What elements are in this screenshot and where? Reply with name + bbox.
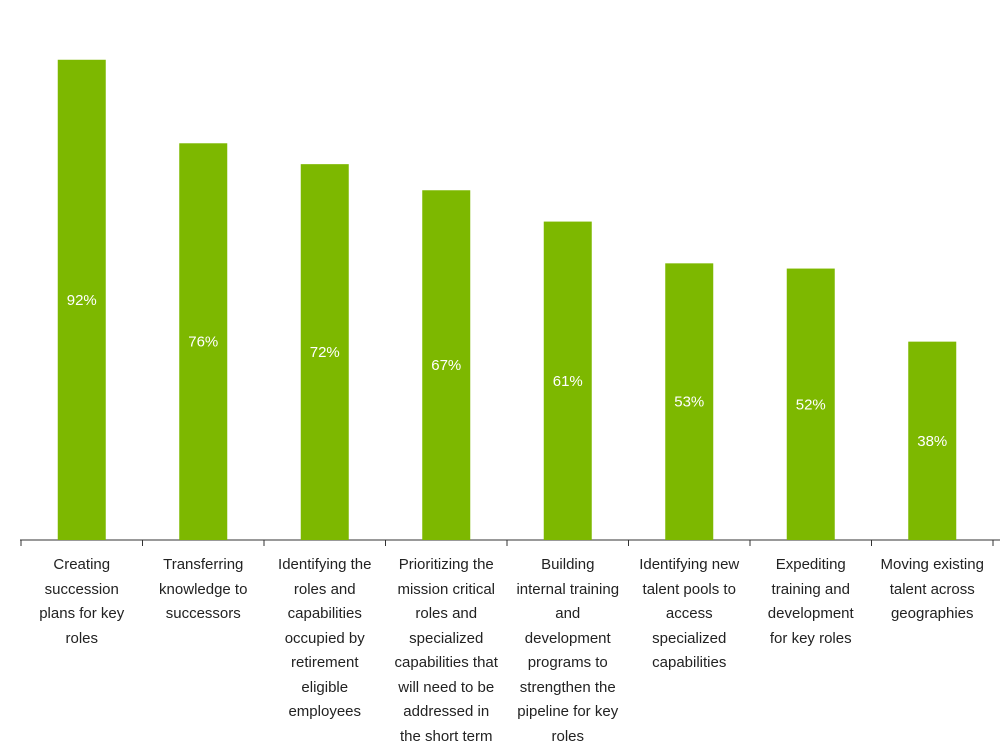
category-label-line: retirement	[290, 654, 359, 671]
bar	[908, 341, 957, 540]
category-label-line: will need to be	[398, 678, 495, 696]
category-label-line: capabilities	[652, 654, 727, 671]
category-label-line: specialized	[652, 629, 727, 647]
category-label-line: employees	[288, 703, 362, 720]
data-label: 38%	[917, 433, 947, 450]
category-label-line: plans for key	[39, 605, 125, 622]
category-label-line: Expediting	[775, 556, 846, 573]
data-label: 72%	[310, 344, 340, 361]
data-label: 76%	[188, 334, 218, 351]
category-label-line: the short term	[399, 727, 493, 745]
category-label: Moving existing talent across geographies	[872, 553, 992, 627]
category-label: Building internal training and development p…	[508, 553, 628, 749]
category-label-line: knowledge to	[159, 580, 248, 598]
category-label-line: capabilities that	[394, 654, 498, 671]
category-label-line: roles	[65, 629, 98, 647]
bar	[300, 164, 349, 540]
data-label: 52%	[796, 396, 826, 413]
category-label-line: mission critical	[397, 580, 495, 598]
category-label: Identifying the roles and capabilities occu…	[265, 553, 385, 725]
bar	[422, 190, 471, 540]
category-label-line: for key roles	[769, 629, 852, 647]
category-label-line: and	[555, 605, 581, 622]
bar	[57, 59, 106, 540]
category-label-line: Identifying new	[639, 556, 740, 573]
category-label-line: roles	[551, 727, 584, 745]
category-label: Prioritizing the mission critical roles an…	[386, 553, 506, 749]
category-label-line: successors	[165, 605, 241, 622]
category-label: Identifying new talent pools to access spec…	[629, 553, 749, 676]
category-label-line: pipeline for key	[517, 703, 619, 720]
category-label-line: development	[524, 629, 611, 647]
data-label: 61%	[553, 373, 583, 390]
category-label: Creating succession plans for key roles	[22, 553, 142, 651]
category-label-line: talent across	[889, 580, 975, 598]
data-label: 53%	[674, 394, 704, 411]
category-label-line: Prioritizing the	[398, 556, 494, 573]
category-label-line: occupied by	[284, 629, 365, 647]
category-label-line: specialized	[409, 629, 484, 647]
category-label-line: geographies	[890, 605, 974, 622]
category-label-line: addressed in	[403, 703, 490, 720]
category-label-line: Building	[541, 556, 595, 573]
category-label-line: Creating	[53, 556, 111, 573]
bar	[179, 143, 228, 540]
category-label-line: internal training	[516, 580, 620, 598]
category-label-line: programs to	[527, 654, 608, 671]
bar	[786, 268, 835, 540]
category-label-line: succession	[44, 580, 119, 598]
category-label-line: Identifying the	[278, 556, 372, 573]
data-label: 67%	[431, 357, 461, 374]
category-label-line: capabilities	[287, 605, 362, 622]
bar	[543, 221, 592, 540]
category-label-line: roles and	[293, 580, 356, 598]
category-label-line: roles and	[415, 605, 478, 622]
category-label-line: Moving existing	[880, 556, 984, 573]
category-label-line: development	[767, 605, 854, 622]
category-label: Transferring knowledge to successors	[143, 553, 263, 627]
category-label-line: access	[665, 605, 713, 622]
category-label-line: Transferring	[163, 556, 244, 573]
category-label-line: talent pools to	[642, 580, 736, 598]
bar	[665, 263, 714, 540]
category-label-line: training and	[771, 580, 850, 598]
data-label: 92%	[67, 292, 97, 309]
category-label-line: strengthen the	[519, 678, 616, 696]
category-label-line: eligible	[301, 678, 349, 696]
category-label: Expediting training and development for key…	[751, 553, 871, 651]
